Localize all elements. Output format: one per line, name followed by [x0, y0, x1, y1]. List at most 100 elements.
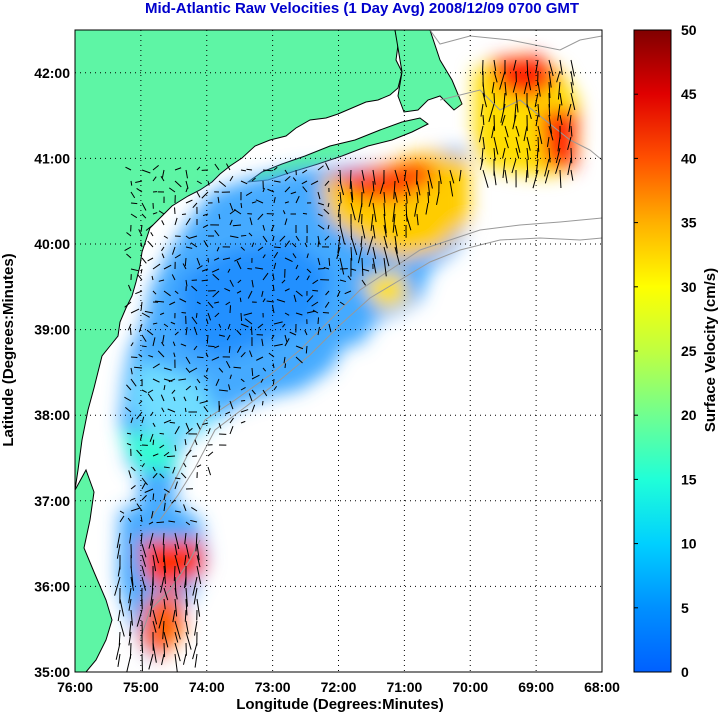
velocity-arrow — [555, 158, 561, 174]
velocity-arrow — [147, 393, 154, 402]
velocity-arrow — [152, 620, 157, 633]
velocity-arrow — [293, 294, 297, 303]
velocity-arrow — [141, 642, 144, 654]
velocity-arrow — [172, 466, 176, 474]
velocity-arrow — [279, 235, 286, 242]
velocity-arrow — [196, 543, 200, 561]
velocity-arrow — [261, 338, 264, 347]
velocity-arrow — [217, 196, 220, 204]
velocity-arrow — [126, 432, 132, 435]
velocity-arrow — [394, 169, 400, 183]
velocity-arrow — [152, 543, 160, 564]
velocity-arrow — [311, 301, 319, 307]
velocity-arrow — [257, 323, 264, 329]
velocity-arrow — [130, 268, 139, 272]
velocity-arrow — [295, 345, 304, 350]
velocity-arrow — [128, 620, 132, 636]
velocity-arrow — [171, 274, 176, 281]
velocity-arrow — [196, 356, 204, 359]
velocity-arrow — [201, 268, 209, 272]
velocity-arrow — [117, 653, 121, 667]
velocity-arrow — [306, 310, 316, 314]
velocity-arrow — [327, 224, 330, 230]
velocity-arrow — [291, 242, 297, 248]
colorbar-tick-label: 40 — [681, 150, 697, 166]
velocity-arrow — [135, 180, 143, 184]
velocity-arrow — [184, 609, 187, 622]
delmarva-land — [75, 468, 113, 672]
velocity-arrow — [262, 188, 265, 193]
colorbar — [633, 29, 672, 673]
velocity-arrow — [171, 246, 176, 255]
velocity-arrow — [504, 125, 509, 138]
velocity-arrow — [339, 279, 347, 283]
velocity-arrow — [117, 609, 121, 622]
velocity-arrow — [161, 253, 165, 259]
velocity-arrow — [130, 378, 137, 387]
velocity-arrow — [251, 404, 256, 413]
velocity-arrow — [183, 462, 187, 468]
velocity-arrow — [152, 642, 157, 663]
velocity-arrow — [272, 363, 275, 369]
velocity-arrow — [174, 290, 179, 295]
velocity-arrow — [392, 202, 396, 222]
velocity-arrow — [144, 488, 154, 493]
velocity-arrow — [304, 329, 308, 336]
velocity-arrow — [504, 136, 509, 149]
velocity-arrow — [262, 169, 272, 172]
cape-cod — [394, 30, 463, 113]
velocity-arrow — [163, 323, 169, 328]
velocity-arrow — [312, 309, 319, 314]
velocity-arrow — [229, 425, 234, 435]
velocity-arrow — [266, 300, 275, 303]
velocity-arrow — [260, 378, 264, 383]
velocity-arrow — [240, 312, 243, 322]
velocity-arrow — [240, 420, 246, 424]
velocity-arrow — [416, 191, 419, 204]
velocity-arrow — [383, 224, 387, 238]
velocity-arrow — [273, 343, 283, 347]
velocity-arrow — [140, 433, 143, 441]
velocity-arrow — [199, 400, 209, 404]
velocity-arrow — [138, 229, 143, 237]
velocity-arrow — [152, 165, 159, 171]
velocity-arrow — [130, 497, 136, 501]
velocity-arrow — [515, 136, 521, 153]
velocity-arrow — [325, 162, 330, 171]
velocity-arrow — [548, 103, 551, 117]
velocity-arrow — [152, 337, 156, 347]
velocity-arrow — [152, 322, 158, 325]
velocity-arrow — [156, 521, 165, 524]
velocity-arrow — [130, 180, 133, 186]
velocity-arrow — [174, 653, 178, 672]
velocity-arrow — [282, 210, 286, 215]
velocity-arrow — [225, 411, 231, 415]
velocity-arrow — [240, 323, 249, 328]
velocity-arrow — [173, 565, 176, 581]
velocity-arrow — [559, 114, 563, 126]
velocity-arrow — [229, 219, 233, 226]
velocity-arrow — [172, 609, 176, 623]
velocity-arrow — [194, 653, 198, 668]
velocity-arrow — [392, 213, 396, 233]
velocity-arrow — [350, 235, 358, 256]
velocity-arrow — [174, 477, 181, 480]
velocity-arrow — [130, 507, 140, 512]
velocity-arrow — [185, 367, 191, 374]
velocity-arrow — [124, 301, 132, 308]
velocity-arrow — [129, 327, 132, 336]
velocity-arrow — [323, 208, 330, 215]
velocity-arrow — [251, 201, 257, 204]
velocity-arrow — [207, 301, 214, 309]
velocity-arrow — [262, 389, 268, 397]
velocity-arrow — [405, 202, 408, 222]
x-tick-label: 74:00 — [189, 679, 225, 695]
velocity-arrow — [240, 180, 248, 185]
velocity-arrow — [284, 169, 289, 175]
velocity-arrow — [350, 180, 354, 200]
velocity-arrow — [180, 343, 187, 347]
velocity-arrow — [163, 554, 167, 573]
velocity-arrow — [152, 263, 161, 270]
velocity-arrow — [548, 114, 553, 134]
velocity-arrow — [361, 257, 364, 276]
